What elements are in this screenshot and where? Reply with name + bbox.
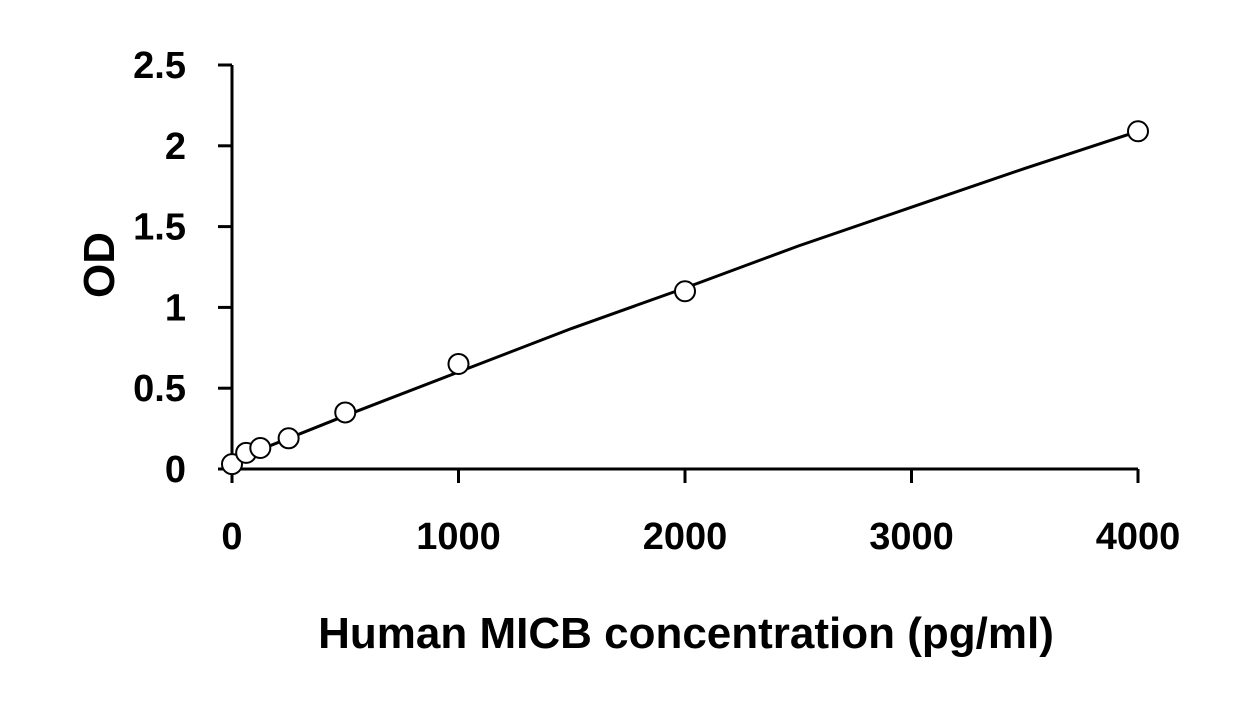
data-point [221,453,243,476]
y-tick-label: 1 [165,287,186,329]
x-tick-label: 0 [221,516,242,558]
data-point [447,352,470,375]
y-tick-label: 0.5 [133,368,186,410]
data-point [1127,120,1149,143]
y-axis-title: OD [75,232,124,298]
x-tick-label: 2000 [643,516,728,558]
x-tick-label: 1000 [416,516,501,558]
y-tick-label: 1.5 [133,207,186,249]
x-axis-title: Human MICB concentration (pg/ml) [318,609,1054,658]
y-tick-label: 2 [165,126,186,168]
x-tick-label: 3000 [869,516,954,558]
data-point [674,280,696,303]
y-tick-label: 0 [165,449,186,491]
x-tick-label: 4000 [1096,516,1181,558]
data-point [334,401,357,424]
axes [218,63,1140,483]
data-point [249,436,272,459]
tick-labels: 0 0.5 1 1.5 2 2.5 0 1000 2000 3000 4000 [133,45,1180,558]
data-points [221,120,1149,476]
y-tick-label: 2.5 [133,45,186,87]
data-point [277,427,300,450]
